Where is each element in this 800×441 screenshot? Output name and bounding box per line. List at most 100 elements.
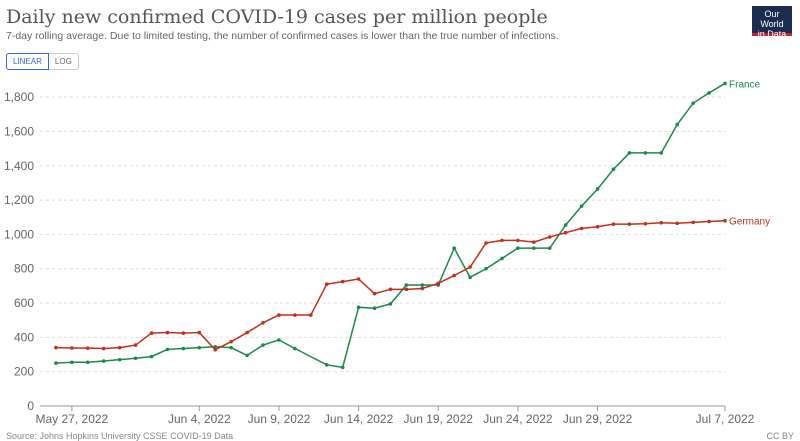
data-point[interactable]	[372, 306, 377, 311]
data-point[interactable]	[309, 313, 313, 317]
data-point[interactable]	[197, 345, 202, 350]
y-tick-label: 1,800	[4, 90, 34, 104]
data-point[interactable]	[675, 221, 680, 226]
series-line[interactable]	[55, 219, 726, 351]
data-point[interactable]	[611, 167, 616, 172]
data-point[interactable]	[324, 282, 329, 286]
y-tick-label: 0	[27, 399, 34, 413]
data-point[interactable]	[643, 221, 648, 226]
data-point[interactable]	[229, 339, 233, 344]
data-point[interactable]	[452, 246, 456, 250]
linear-scale-button[interactable]: LINEAR	[6, 53, 49, 70]
data-point[interactable]	[117, 345, 122, 350]
data-point[interactable]	[181, 346, 186, 351]
log-scale-button[interactable]: LOG	[48, 53, 79, 70]
data-point[interactable]	[85, 360, 90, 365]
data-point[interactable]	[340, 279, 345, 284]
data-point[interactable]	[165, 330, 170, 335]
data-point[interactable]	[293, 313, 297, 317]
data-point[interactable]	[484, 266, 488, 271]
series-france[interactable]	[54, 81, 727, 370]
data-point[interactable]	[54, 361, 58, 365]
data-point[interactable]	[245, 330, 249, 335]
data-point[interactable]	[101, 346, 106, 351]
data-point[interactable]	[468, 275, 472, 280]
data-point[interactable]	[563, 223, 568, 227]
data-point[interactable]	[468, 265, 472, 269]
data-point[interactable]	[356, 305, 361, 310]
data-point[interactable]	[532, 240, 536, 244]
data-point[interactable]	[404, 287, 409, 292]
data-point[interactable]	[277, 338, 281, 342]
series-line[interactable]	[55, 82, 726, 369]
data-point[interactable]	[293, 346, 297, 351]
data-point[interactable]	[723, 81, 727, 86]
data-point[interactable]	[659, 151, 664, 155]
data-point[interactable]	[356, 277, 361, 281]
data-point[interactable]	[277, 313, 281, 317]
data-point[interactable]	[595, 187, 600, 191]
data-point[interactable]	[436, 281, 441, 286]
data-point[interactable]	[54, 345, 58, 350]
data-point[interactable]	[675, 122, 680, 127]
series-germany[interactable]	[54, 218, 727, 352]
data-point[interactable]	[691, 101, 695, 105]
data-point[interactable]	[484, 241, 488, 245]
data-point[interactable]	[70, 360, 74, 365]
data-point[interactable]	[165, 347, 170, 352]
data-point[interactable]	[181, 331, 186, 335]
data-point[interactable]	[388, 302, 393, 306]
data-point[interactable]	[547, 235, 552, 239]
y-tick-label: 1,400	[4, 159, 34, 173]
data-point[interactable]	[261, 343, 265, 347]
data-point[interactable]	[420, 283, 425, 287]
data-point[interactable]	[149, 354, 154, 359]
chart-subtitle: 7-day rolling average. Due to limited te…	[6, 30, 559, 42]
data-point[interactable]	[500, 238, 504, 243]
data-point[interactable]	[133, 356, 138, 361]
data-point[interactable]	[452, 273, 456, 278]
data-point[interactable]	[372, 291, 377, 296]
data-point[interactable]	[516, 246, 520, 250]
data-point[interactable]	[500, 256, 504, 261]
data-point[interactable]	[245, 353, 249, 358]
data-point[interactable]	[723, 218, 727, 223]
data-point[interactable]	[261, 320, 265, 325]
data-point[interactable]	[563, 230, 568, 235]
data-point[interactable]	[117, 357, 122, 362]
data-point[interactable]	[213, 347, 218, 352]
data-point[interactable]	[340, 365, 345, 370]
data-point[interactable]	[324, 363, 329, 367]
data-point[interactable]	[229, 345, 233, 350]
x-tick-label: Jun 9, 2022	[248, 412, 311, 426]
y-tick-label: 200	[14, 365, 34, 379]
data-point[interactable]	[707, 219, 711, 224]
data-point[interactable]	[420, 286, 425, 291]
data-point[interactable]	[532, 246, 536, 250]
data-point[interactable]	[547, 246, 552, 250]
data-point[interactable]	[133, 343, 138, 347]
data-point[interactable]	[388, 287, 393, 292]
data-point[interactable]	[579, 204, 584, 208]
license-note[interactable]: CC BY	[766, 431, 794, 441]
chart-title: Daily new confirmed COVID-19 cases per m…	[6, 6, 548, 28]
data-point[interactable]	[691, 220, 695, 225]
data-point[interactable]	[627, 222, 632, 226]
data-point[interactable]	[707, 91, 711, 95]
data-point[interactable]	[404, 283, 409, 287]
logo-line-2: in Data	[757, 29, 787, 39]
data-point[interactable]	[516, 238, 520, 243]
data-point[interactable]	[101, 359, 106, 363]
x-tick-label: Jun 14, 2022	[324, 412, 394, 426]
data-point[interactable]	[85, 346, 90, 350]
owid-logo[interactable]: Our World in Data	[752, 6, 792, 39]
data-point[interactable]	[643, 151, 648, 155]
data-point[interactable]	[659, 220, 664, 225]
data-point[interactable]	[149, 331, 154, 335]
data-point[interactable]	[579, 226, 584, 231]
data-point[interactable]	[627, 151, 632, 155]
data-point[interactable]	[70, 346, 74, 350]
data-point[interactable]	[595, 224, 600, 229]
data-point[interactable]	[611, 222, 616, 226]
data-point[interactable]	[197, 330, 202, 335]
